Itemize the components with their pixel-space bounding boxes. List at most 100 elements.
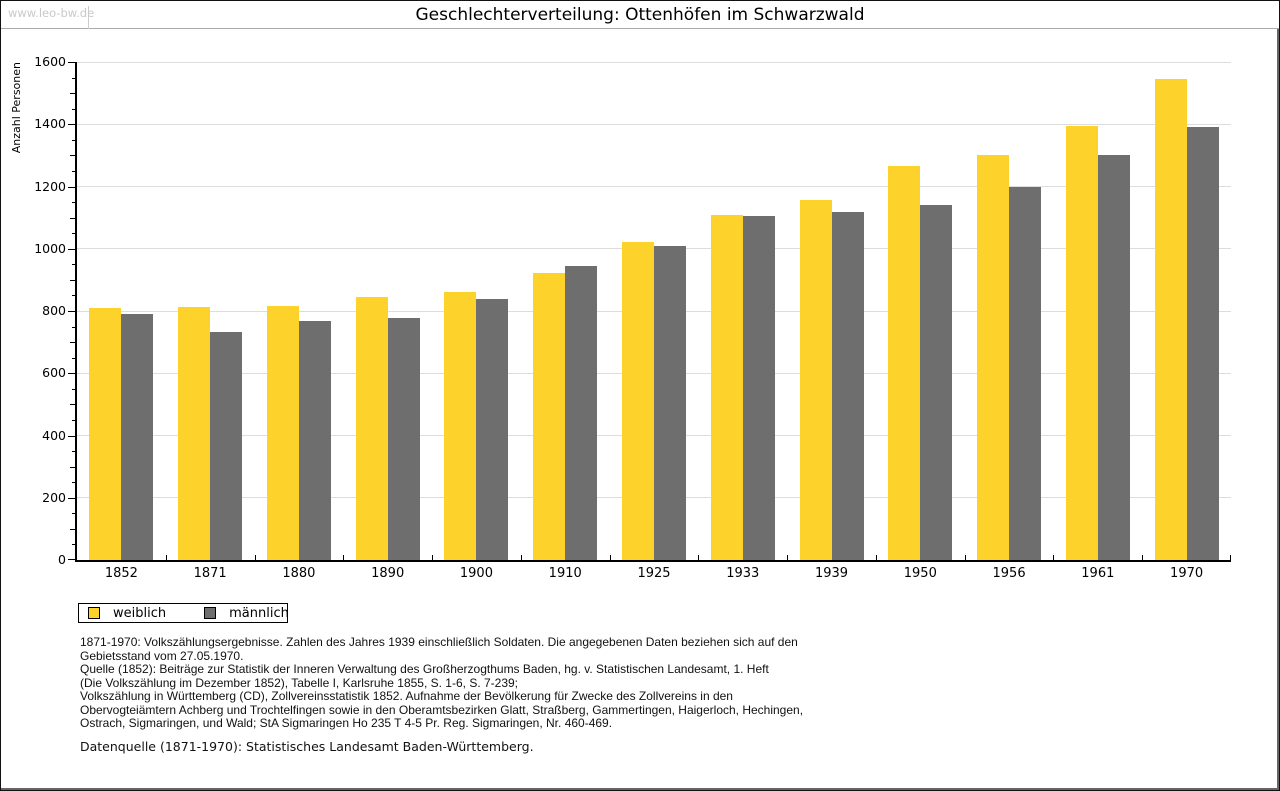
- legend-swatch-weiblich: [88, 607, 100, 619]
- y-minor-tick: [72, 233, 75, 235]
- x-group-tick: [787, 555, 789, 560]
- y-tick-label: 1400: [34, 116, 66, 132]
- y-minor-tick: [72, 295, 75, 297]
- y-axis-label: Anzahl Personen: [10, 62, 23, 154]
- gridline-1400: [77, 123, 1231, 125]
- bar-group-1970: [1142, 78, 1231, 560]
- header-bar: www.leo-bw.de Geschlechterverteilung: Ot…: [1, 1, 1279, 29]
- y-minor-tick: [72, 482, 75, 484]
- y-tick-label: 600: [42, 365, 66, 381]
- bar-group-1925: [610, 241, 699, 560]
- bar-männlich-1880: [298, 320, 331, 560]
- x-group-tick: [875, 555, 877, 560]
- y-minor-tick: [72, 357, 75, 359]
- y-major-tick: [68, 373, 75, 375]
- y-minor-tick: [72, 419, 75, 421]
- y-minor-tick: [72, 77, 75, 79]
- y-tick-label: 400: [42, 427, 66, 443]
- bar-männlich-1900: [476, 299, 509, 560]
- x-tick-label-1950: 1950: [903, 566, 937, 581]
- plot-area: 0 200 400 600 800 1000 1200 1400 1600 1852 1871 188…: [34, 54, 1231, 581]
- gridline-1200: [77, 186, 1231, 187]
- x-tick-label-1970: 1970: [1170, 566, 1204, 581]
- bar-männlich-1956: [1009, 186, 1042, 560]
- bar-group-1961: [1053, 125, 1142, 560]
- legend-swatch-maennlich: [204, 607, 217, 619]
- x-tick-label-1910: 1910: [548, 566, 582, 581]
- x-axis-line: [75, 560, 1231, 562]
- y-major-tick: [68, 248, 75, 250]
- data-source-line: Datenquelle (1871-1970): Statistisches L…: [80, 739, 534, 754]
- bar-group-1890: [343, 296, 432, 560]
- bar-weiblich-1890: [355, 296, 388, 560]
- y-minor-tick: [72, 513, 75, 515]
- x-group-tick: [1230, 555, 1231, 560]
- x-group-tick: [1142, 555, 1144, 560]
- footnote-line: Quelle (1852): Beiträge zur Statistik de…: [80, 662, 769, 676]
- footnote-line: Volkszählung in Württemberg (CD), Zollve…: [80, 689, 733, 703]
- x-group-tick: [1053, 555, 1055, 560]
- y-minor-tick: [72, 108, 75, 110]
- x-tick-label-1880: 1880: [282, 566, 316, 581]
- bar-weiblich-1871: [178, 307, 211, 560]
- y-axis-line: [75, 62, 77, 562]
- bar-männlich-1939: [831, 211, 864, 560]
- bar-männlich-1950: [920, 204, 953, 560]
- x-tick-label-1871: 1871: [193, 566, 227, 581]
- y-major-tick: [68, 186, 75, 188]
- bar-männlich-1871: [210, 332, 243, 560]
- y-minor-tick: [72, 170, 75, 172]
- bar-weiblich-1910: [533, 273, 566, 560]
- y-minor-tick: [72, 264, 75, 266]
- y-minor-tick: [70, 155, 75, 157]
- bar-group-1852: [77, 307, 166, 560]
- y-major-tick: [68, 435, 75, 437]
- footnote-line: Ostrach, Sigmaringen, und Wald; StA Sigm…: [80, 716, 613, 730]
- bar-group-1871: [166, 307, 255, 560]
- y-tick-label: 200: [42, 489, 66, 505]
- y-minor-tick: [70, 342, 75, 344]
- page-title: Geschlechterverteilung: Ottenhöfen im Sc…: [415, 5, 865, 25]
- y-tick-label: 1600: [34, 54, 66, 69]
- bar-weiblich-1961: [1065, 125, 1098, 560]
- bar-group-1950: [876, 165, 965, 560]
- x-tick-label-1900: 1900: [459, 566, 493, 581]
- footnote-line: (Die Volkszählung im Dezember 1852), Tab…: [80, 675, 519, 690]
- legend-label-maennlich: männlich: [229, 605, 289, 621]
- x-tick-label-1925: 1925: [637, 566, 671, 581]
- bar-männlich-1933: [742, 216, 775, 560]
- bar-group-1910: [521, 266, 610, 560]
- bar-männlich-1961: [1097, 154, 1130, 560]
- x-tick-label-1956: 1956: [992, 566, 1026, 581]
- y-tick-label: 1000: [34, 240, 66, 256]
- x-tick-label-1939: 1939: [814, 566, 849, 581]
- bar-group-1880: [255, 306, 344, 560]
- x-tick-label-1961: 1961: [1081, 566, 1115, 581]
- y-minor-tick: [70, 528, 75, 530]
- watermark: www.leo-bw.de: [8, 6, 94, 29]
- y-minor-tick: [72, 451, 75, 453]
- bar-group-1900: [432, 292, 521, 560]
- y-major-tick: [68, 497, 75, 499]
- bar-weiblich-1933: [710, 215, 743, 560]
- y-minor-tick: [70, 93, 75, 95]
- y-major-tick: [68, 124, 75, 126]
- bar-männlich-1970: [1186, 127, 1219, 560]
- bar-männlich-1910: [565, 266, 598, 560]
- bar-weiblich-1939: [799, 199, 832, 560]
- legend-box: weiblich männlich: [78, 603, 289, 623]
- bar-männlich-1890: [387, 317, 420, 560]
- x-tick-label-1933: 1933: [726, 566, 760, 581]
- x-group-tick: [698, 555, 700, 560]
- y-minor-tick: [72, 202, 75, 204]
- footnote-line: Obervogteiämtern Achberg und Trochtelfin…: [80, 702, 804, 717]
- y-tick-label: 800: [42, 303, 66, 318]
- y-minor-tick: [72, 326, 75, 328]
- bar-weiblich-1950: [888, 165, 921, 560]
- bar-männlich-1852: [121, 313, 154, 560]
- x-group-tick: [343, 555, 345, 560]
- bar-group-1933: [698, 215, 787, 560]
- bar-weiblich-1956: [977, 155, 1010, 560]
- y-major-tick: [68, 559, 75, 560]
